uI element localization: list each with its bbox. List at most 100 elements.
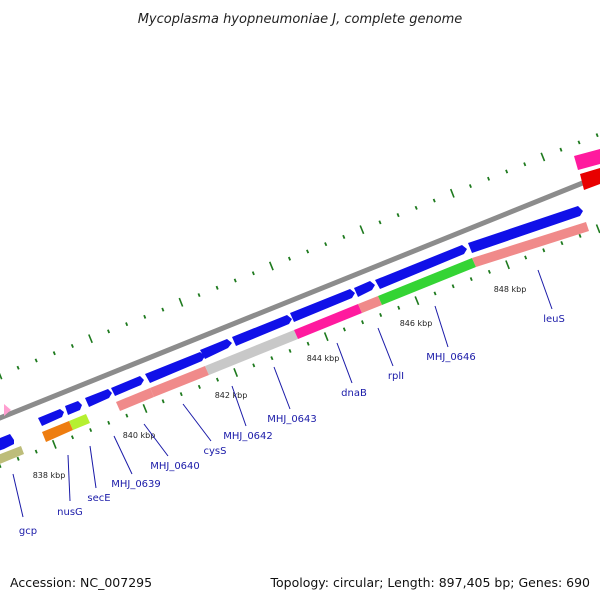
minor-tick bbox=[324, 242, 328, 247]
feature-block bbox=[294, 304, 362, 339]
minor-tick bbox=[361, 320, 365, 325]
minor-tick bbox=[432, 198, 436, 203]
leader-line bbox=[67, 454, 71, 502]
leader-line bbox=[537, 269, 553, 310]
position-label: 846 kbp bbox=[400, 319, 433, 328]
gene-label-MHJ_0643: MHJ_0643 bbox=[267, 414, 317, 425]
minor-tick bbox=[379, 312, 383, 318]
leader-line bbox=[231, 385, 247, 427]
minor-tick bbox=[433, 291, 437, 296]
cds-arrow bbox=[200, 339, 232, 359]
major-tick bbox=[268, 261, 274, 271]
cds-arrow bbox=[354, 281, 375, 297]
feature-block bbox=[69, 414, 90, 430]
minor-tick bbox=[469, 277, 473, 282]
forward-strand-track bbox=[0, 206, 583, 451]
minor-tick bbox=[287, 256, 292, 261]
minor-tick bbox=[143, 314, 147, 319]
leader-line bbox=[182, 403, 212, 442]
inner-tick-marks bbox=[0, 224, 600, 468]
minor-tick bbox=[306, 341, 310, 346]
position-label: 840 kbp bbox=[123, 431, 156, 440]
minor-tick bbox=[34, 449, 38, 454]
cds-arrow bbox=[468, 206, 583, 253]
major-tick bbox=[142, 403, 148, 414]
accession-text: Accession: NC_007295 bbox=[10, 575, 152, 590]
minor-tick bbox=[397, 305, 401, 310]
minor-tick bbox=[107, 329, 111, 334]
minor-tick bbox=[161, 307, 165, 312]
feature-block bbox=[42, 421, 73, 442]
feature-block bbox=[580, 168, 600, 190]
gene-label-cysS: cysS bbox=[204, 446, 227, 457]
cds-arrow bbox=[0, 434, 14, 451]
minor-tick bbox=[270, 356, 274, 361]
minor-tick bbox=[125, 413, 129, 418]
minor-tick bbox=[197, 384, 201, 389]
genome-stats-text: Topology: circular; Length: 897,405 bp; … bbox=[270, 575, 591, 590]
gene-label-secE: secE bbox=[87, 493, 110, 504]
minor-tick bbox=[16, 456, 20, 461]
major-tick bbox=[88, 334, 93, 344]
position-label: 844 kbp bbox=[307, 354, 340, 363]
cds-arrow bbox=[375, 245, 467, 289]
major-tick bbox=[0, 372, 3, 380]
minor-tick bbox=[251, 271, 255, 276]
leader-line bbox=[12, 473, 24, 518]
leader-line bbox=[273, 366, 291, 410]
major-tick bbox=[414, 296, 420, 306]
feature-block bbox=[472, 222, 589, 267]
genome-backbone bbox=[0, 173, 600, 421]
major-tick bbox=[595, 224, 600, 234]
cds-arrow bbox=[111, 376, 144, 396]
minor-tick bbox=[252, 363, 256, 368]
gene-label-nusG: nusG bbox=[57, 507, 83, 518]
minor-tick bbox=[197, 293, 201, 298]
minor-tick bbox=[288, 348, 292, 353]
cds-arrow bbox=[232, 315, 292, 346]
minor-tick bbox=[487, 269, 491, 274]
minor-tick bbox=[233, 278, 237, 283]
minor-tick bbox=[560, 241, 564, 246]
gene-leader-lines bbox=[12, 269, 553, 518]
minor-tick bbox=[161, 399, 165, 404]
feature-marker bbox=[4, 404, 11, 416]
minor-tick bbox=[524, 255, 528, 260]
minor-tick bbox=[505, 169, 509, 174]
outer-tick-marks bbox=[0, 133, 599, 380]
minor-tick bbox=[89, 428, 93, 433]
leader-line bbox=[434, 305, 449, 348]
minor-tick bbox=[342, 234, 346, 239]
major-tick bbox=[323, 332, 329, 342]
major-tick bbox=[540, 152, 546, 162]
minor-tick bbox=[125, 322, 129, 327]
leader-line bbox=[89, 445, 97, 489]
minor-tick bbox=[414, 205, 418, 210]
cds-arrow bbox=[145, 352, 205, 383]
major-tick bbox=[359, 225, 365, 235]
minor-tick bbox=[34, 358, 38, 363]
cds-arrow bbox=[290, 289, 355, 322]
minor-tick bbox=[306, 249, 310, 254]
gene-label-leuS: leuS bbox=[543, 314, 565, 325]
feature-block bbox=[378, 258, 476, 305]
feature-block bbox=[358, 296, 382, 313]
leader-line bbox=[336, 342, 353, 384]
cds-arrow bbox=[38, 409, 64, 426]
minor-tick bbox=[107, 420, 111, 425]
feature-block bbox=[205, 330, 298, 375]
minor-tick bbox=[487, 176, 491, 181]
minor-tick bbox=[0, 463, 2, 468]
major-tick bbox=[178, 297, 184, 307]
minor-tick bbox=[523, 162, 527, 167]
cds-arrow bbox=[65, 401, 82, 415]
minor-tick bbox=[16, 365, 20, 370]
major-tick bbox=[505, 260, 510, 270]
position-labels: 838 kbp 840 kbp 842 kbp 844 kbp 846 kbp … bbox=[33, 285, 527, 480]
minor-tick bbox=[468, 184, 472, 189]
reverse-strand-track bbox=[0, 149, 600, 464]
gene-label-MHJ_0640: MHJ_0640 bbox=[150, 461, 200, 472]
feature-block bbox=[150, 366, 209, 397]
